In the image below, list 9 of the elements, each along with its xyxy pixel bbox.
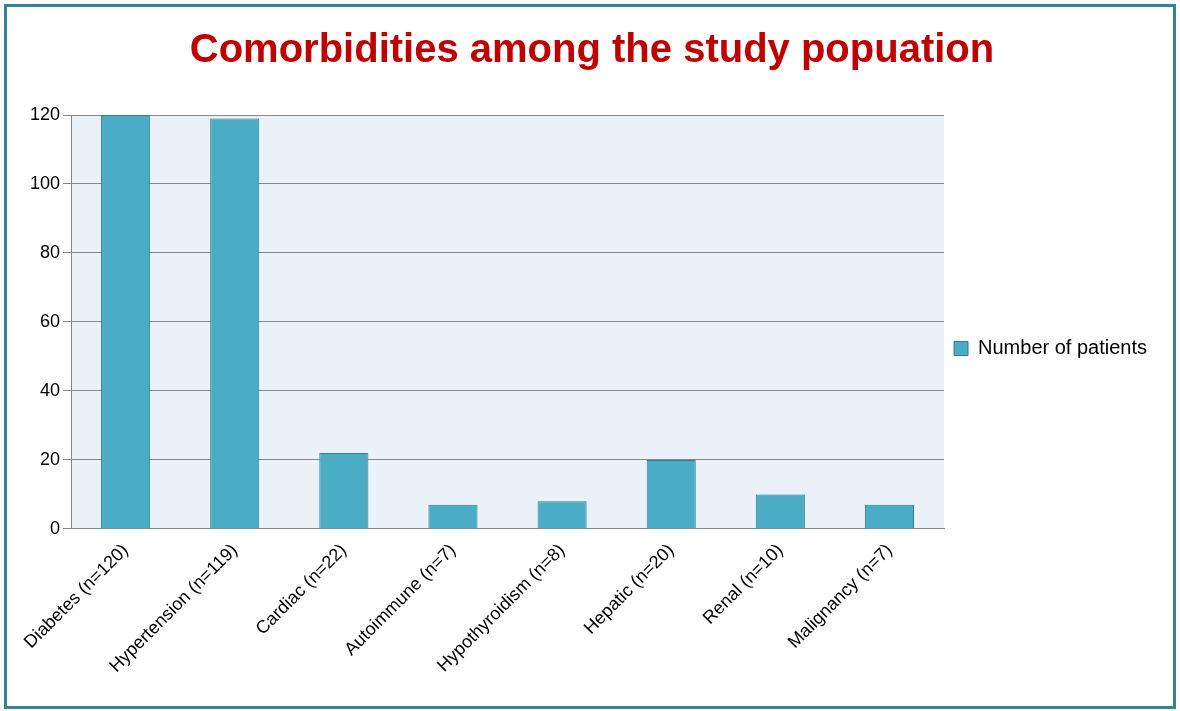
y-tick-label: 0 <box>50 517 61 538</box>
y-tick-label: 40 <box>40 379 61 400</box>
y-tick-label: 100 <box>29 172 61 193</box>
y-tick-label: 120 <box>29 103 61 124</box>
y-tick-label: 20 <box>40 448 61 469</box>
y-tick-label: 60 <box>40 310 61 331</box>
y-tick-label: 80 <box>40 241 61 262</box>
chart-title: Comorbidities among the study popuation <box>189 26 995 71</box>
legend-label: Number of patients <box>978 336 1148 359</box>
